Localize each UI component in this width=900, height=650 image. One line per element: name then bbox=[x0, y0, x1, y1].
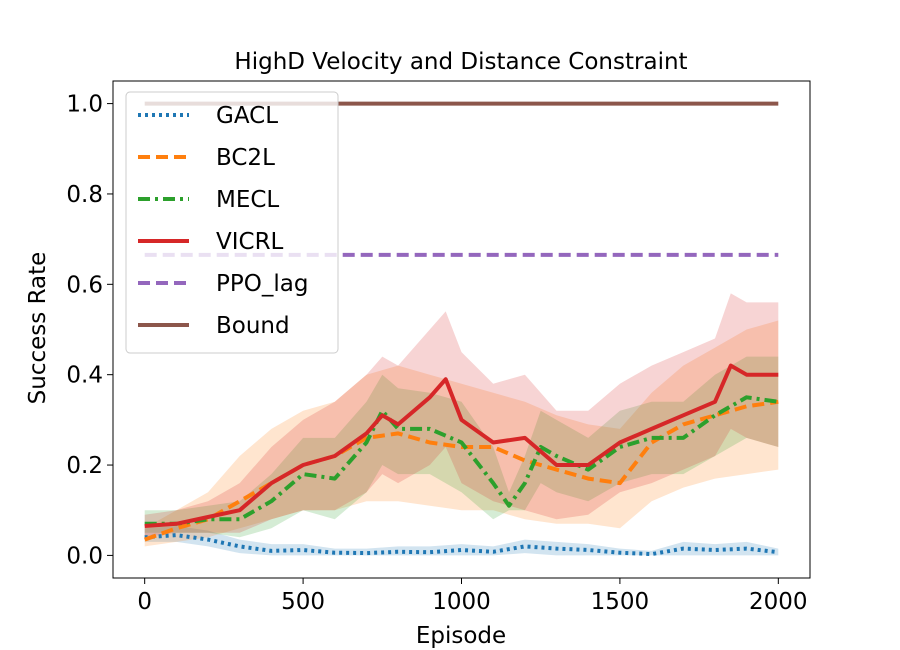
x-tick-label: 500 bbox=[281, 589, 325, 615]
y-axis-label: Success Rate bbox=[25, 252, 51, 405]
series-line-bc2l bbox=[144, 399, 779, 542]
y-axis: 0.0 0.2 0.4 0.6 0.8 1.0 bbox=[66, 92, 113, 569]
legend-label-bc2l: BC2L bbox=[216, 145, 275, 171]
legend: GACL BC2L MECL VICRL PPO_lag Bound bbox=[125, 91, 339, 354]
y-tick-label: 0.0 bbox=[66, 543, 103, 569]
y-tick-label: 0.8 bbox=[66, 182, 103, 208]
legend-label-bound: Bound bbox=[216, 313, 290, 339]
x-axis: 0 500 1000 1500 2000 bbox=[137, 578, 808, 615]
legend-label-gacl: GACL bbox=[216, 103, 278, 129]
y-tick-label: 0.2 bbox=[66, 453, 103, 479]
plot-area bbox=[144, 101, 779, 557]
x-axis-label: Episode bbox=[416, 623, 506, 649]
band-bc2l bbox=[144, 320, 779, 547]
x-tick-label: 1500 bbox=[591, 589, 650, 615]
legend-label-ppo-lag: PPO_lag bbox=[216, 271, 308, 297]
series-line-mecl bbox=[144, 395, 779, 526]
y-tick-label: 0.4 bbox=[66, 363, 103, 389]
legend-label-mecl: MECL bbox=[216, 187, 279, 213]
x-tick-label: 1000 bbox=[432, 589, 491, 615]
y-tick-label: 0.6 bbox=[66, 272, 103, 298]
series-line-gacl bbox=[144, 533, 779, 557]
band-gacl bbox=[144, 526, 779, 556]
x-tick-label: 0 bbox=[137, 589, 152, 615]
series-line-vicrl bbox=[144, 363, 779, 528]
y-tick-label: 1.0 bbox=[66, 92, 103, 118]
chart-title: HighD Velocity and Distance Constraint bbox=[234, 49, 687, 75]
x-tick-label: 2000 bbox=[749, 589, 808, 615]
legend-label-vicrl: VICRL bbox=[216, 229, 284, 255]
